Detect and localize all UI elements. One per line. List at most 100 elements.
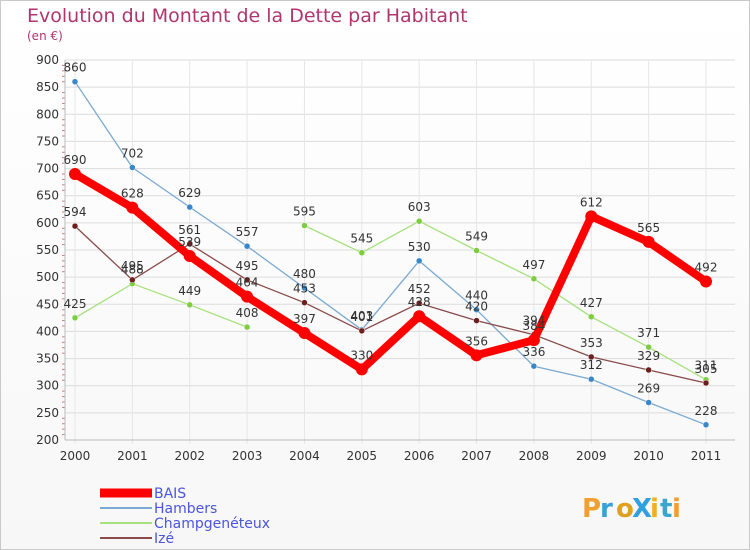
x-tick-label: 2000 xyxy=(60,449,91,463)
data-point xyxy=(645,399,652,406)
data-point xyxy=(585,210,598,223)
data-point xyxy=(183,249,196,262)
data-point xyxy=(241,290,254,303)
data-label: 545 xyxy=(350,232,373,246)
data-label: 565 xyxy=(637,221,660,235)
data-label: 408 xyxy=(236,306,259,320)
data-label: 594 xyxy=(64,205,87,219)
data-label: 495 xyxy=(236,259,259,273)
x-tick-label: 2008 xyxy=(519,449,550,463)
data-label: 428 xyxy=(408,295,431,309)
data-label: 603 xyxy=(408,200,431,214)
data-label: 329 xyxy=(637,349,660,363)
x-tick-label: 2011 xyxy=(691,449,722,463)
data-point xyxy=(642,235,655,248)
data-point xyxy=(126,201,139,214)
data-point xyxy=(413,310,426,323)
data-label: 311 xyxy=(695,359,718,373)
data-label: 336 xyxy=(522,345,545,359)
data-point xyxy=(301,299,308,306)
data-point xyxy=(700,275,712,288)
data-label: 449 xyxy=(178,284,201,298)
data-point xyxy=(470,349,483,362)
data-point xyxy=(588,375,595,383)
data-label: 628 xyxy=(121,187,144,201)
data-point xyxy=(243,276,251,284)
y-tick-label: 750 xyxy=(36,134,59,148)
data-label: 425 xyxy=(64,297,87,311)
series-line-champgenéteux xyxy=(74,220,707,381)
data-label: 420 xyxy=(465,300,488,314)
logo-letter: r xyxy=(600,494,613,524)
data-point xyxy=(243,242,251,250)
data-point xyxy=(588,353,595,361)
data-point xyxy=(129,276,136,284)
data-label: 690 xyxy=(64,153,87,167)
data-label: 495 xyxy=(121,259,144,273)
logo-letter: t xyxy=(660,494,672,524)
data-point xyxy=(186,301,193,309)
y-tick-label: 550 xyxy=(36,243,59,257)
logo-letter: i xyxy=(650,494,659,524)
data-label: 612 xyxy=(580,195,603,209)
logo-letter: P xyxy=(582,494,601,524)
data-label: 401 xyxy=(350,310,373,324)
data-label: 403 xyxy=(350,309,373,323)
logo-letter: o xyxy=(616,494,634,524)
y-tick-label: 250 xyxy=(36,406,59,420)
data-label: 330 xyxy=(350,348,373,362)
data-label: 371 xyxy=(637,326,660,340)
data-point xyxy=(355,363,368,376)
data-label: 530 xyxy=(408,240,431,254)
y-tick-label: 700 xyxy=(36,162,59,176)
y-tick-label: 800 xyxy=(36,107,59,121)
data-point xyxy=(129,164,136,171)
data-point xyxy=(702,379,710,387)
x-tick-label: 2002 xyxy=(174,449,205,463)
legend-label-izé: Izé xyxy=(154,531,174,547)
data-point xyxy=(530,362,538,370)
data-point xyxy=(71,314,79,322)
data-point xyxy=(186,240,193,248)
data-point xyxy=(473,317,480,324)
legend-label-hambers: Hambers xyxy=(154,501,217,517)
data-point xyxy=(702,421,710,429)
logo-letter: i xyxy=(672,494,681,524)
data-point xyxy=(298,327,311,340)
x-tick-label: 2007 xyxy=(461,449,492,463)
series-line-hambers xyxy=(74,81,707,426)
data-label: 356 xyxy=(465,334,488,348)
y-tick-label: 600 xyxy=(36,216,59,230)
y-tick-label: 450 xyxy=(36,297,59,311)
data-label: 488 xyxy=(121,263,144,277)
data-label: 464 xyxy=(236,276,259,290)
data-point xyxy=(71,78,79,85)
data-label: 427 xyxy=(580,296,603,310)
data-label: 860 xyxy=(64,61,87,75)
data-label: 453 xyxy=(293,282,316,296)
y-tick-label: 400 xyxy=(36,324,59,338)
x-tick-label: 2006 xyxy=(404,449,435,463)
legend-label-bais: BAIS xyxy=(154,486,186,502)
data-label: 312 xyxy=(580,358,603,372)
legend-label-champgenéteux: Champgenéteux xyxy=(154,516,270,532)
y-tick-label: 200 xyxy=(36,433,59,447)
series-line-bais xyxy=(71,170,710,374)
y-tick-label: 900 xyxy=(36,53,59,67)
data-label: 480 xyxy=(293,267,316,281)
data-point xyxy=(645,343,652,351)
data-label: 394 xyxy=(522,314,545,328)
y-tick-label: 500 xyxy=(36,270,59,284)
x-tick-label: 2009 xyxy=(576,449,607,463)
data-point xyxy=(71,222,79,230)
data-point xyxy=(473,247,480,254)
y-tick-label: 300 xyxy=(36,379,59,393)
data-label: 440 xyxy=(465,289,488,303)
data-label: 629 xyxy=(178,186,201,200)
data-label: 353 xyxy=(580,336,603,350)
data-point xyxy=(415,257,423,265)
chart-title: Evolution du Montant de la Dette par Hab… xyxy=(27,5,468,27)
data-label: 702 xyxy=(121,146,144,160)
data-label: 228 xyxy=(695,404,718,418)
